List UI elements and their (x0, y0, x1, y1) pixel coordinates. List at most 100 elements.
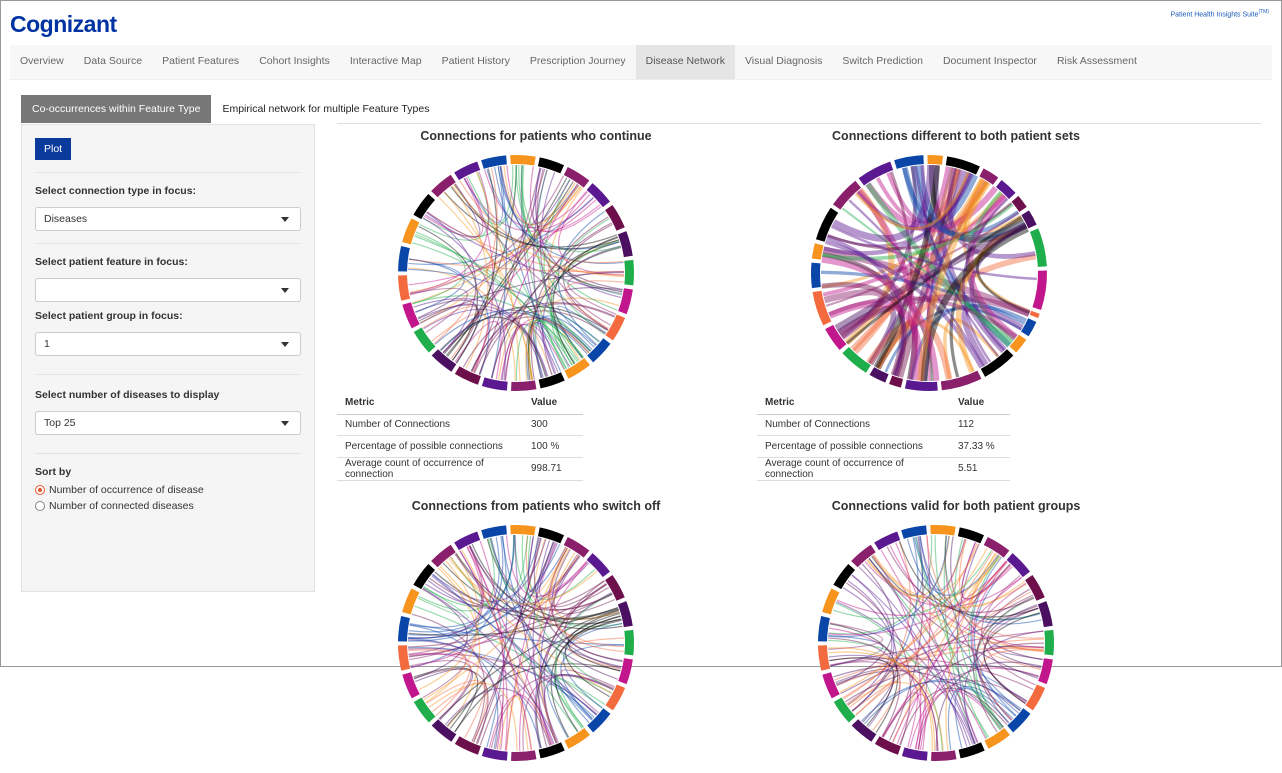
radio-unselected[interactable] (35, 501, 45, 511)
chord-link (427, 550, 483, 607)
chord-link (535, 315, 597, 378)
chord-link (518, 165, 618, 311)
chord-link (532, 321, 571, 379)
chord-link (408, 587, 609, 648)
sort-option-connected[interactable]: Number of connected diseases (35, 500, 301, 512)
chord-link (433, 167, 498, 344)
chord-link (822, 251, 905, 376)
chord-link (889, 171, 913, 377)
chord-link (985, 594, 1038, 623)
chord-link (928, 164, 1028, 243)
tab-co-occurrences[interactable]: Co-occurrences within Feature Type (21, 95, 212, 123)
patient-group-select[interactable]: 1 (35, 332, 301, 356)
chord-link (962, 197, 1009, 363)
chord-link (440, 312, 588, 355)
num-diseases-label: Select number of diseases to display (35, 389, 220, 401)
chord-link (424, 214, 623, 295)
chord-arc-segment (617, 601, 633, 628)
chord-link (533, 319, 583, 379)
nav-tab-overview[interactable]: Overview (20, 55, 64, 67)
metric-cell: Average count of occurrence of connectio… (757, 457, 950, 481)
header-metric: Metric (757, 392, 950, 415)
chord-link (412, 182, 576, 304)
table-header: Metric Value (757, 392, 1010, 415)
chord-link (558, 190, 624, 276)
chord-arc-segment (605, 684, 626, 711)
connection-type-select[interactable]: Diseases (35, 207, 301, 231)
nav-tab-switch-prediction[interactable]: Switch Prediction (842, 55, 923, 67)
chord-arc-segment (481, 747, 508, 761)
num-diseases-select[interactable]: Top 25 (35, 411, 301, 435)
chart-title-continue: Connections for patients who continue (420, 129, 652, 143)
metric-cell: Average count of occurrence of connectio… (337, 457, 523, 481)
radio-selected[interactable] (35, 485, 45, 495)
header-metric: Metric (337, 392, 523, 415)
chart-title-different: Connections different to both patient se… (832, 129, 1080, 143)
chord-arc-segment (958, 742, 985, 759)
chord-arc-segment (1044, 629, 1054, 656)
nav-tab-risk-assessment[interactable]: Risk Assessment (1056, 55, 1137, 67)
chord-arc-segment (815, 207, 839, 242)
chord-link (865, 182, 1012, 347)
chord-link (834, 222, 1028, 332)
chord-link (823, 172, 973, 256)
chord-link (846, 215, 1023, 345)
chord-link (536, 168, 611, 326)
chord-link (988, 647, 1044, 671)
chord-link (412, 295, 578, 363)
chord-arc-segment (842, 346, 871, 373)
chord-link (875, 320, 918, 380)
chord-link (567, 612, 621, 672)
patient-feature-label: Select patient feature in focus: (35, 256, 188, 268)
sort-option-occurrence[interactable]: Number of occurrence of disease (35, 484, 301, 496)
chord-arc-segment (811, 262, 821, 289)
nav-tab-visual-diagnosis[interactable]: Visual Diagnosis (744, 55, 823, 67)
metrics-table-different: Metric Value Number of Connections 112 Perce… (757, 392, 1010, 481)
chord-arc-segment (874, 531, 901, 551)
nav-tab-cohort-insights[interactable]: Cohort Insights (259, 55, 330, 67)
chord-link (920, 168, 957, 381)
chord-link (947, 167, 1036, 259)
chord-link (828, 535, 933, 635)
chord-link (409, 171, 490, 294)
nav-tab-interactive-map[interactable]: Interactive Map (349, 55, 422, 67)
chord-link (418, 225, 478, 361)
table-row: Percentage of possible connections 37.33 … (757, 435, 1010, 458)
chord-link (454, 553, 622, 668)
tab-empirical-network[interactable]: Empirical network for multiple Feature T… (222, 103, 430, 115)
chord-link (933, 165, 1006, 354)
chord-link (425, 562, 590, 610)
chord-link (910, 165, 979, 226)
chord-link (891, 180, 988, 376)
chord-diagram-continue (398, 155, 634, 391)
chord-link (871, 536, 924, 596)
chord-link (989, 645, 1044, 660)
patient-feature-select[interactable] (35, 278, 301, 302)
chord-link (514, 534, 623, 628)
chord-arc-segment (930, 525, 956, 536)
nav-tab-disease-network[interactable]: Disease Network (635, 45, 735, 79)
chord-link (865, 182, 998, 233)
nav-tab-prescription-journey[interactable]: Prescription Journey (529, 55, 626, 67)
chord-link (550, 218, 610, 366)
chord-arc-segment (413, 697, 436, 723)
table-row: Number of Connections 112 (757, 414, 1010, 436)
header-value: Value (523, 392, 583, 415)
chord-arc-segment (538, 372, 565, 389)
chord-link (478, 303, 615, 375)
chord-arc-segment (617, 231, 633, 258)
chord-link (848, 199, 985, 367)
chord-arc-segment (812, 290, 832, 326)
chord-link (899, 541, 1039, 618)
nav-tab-patient-features[interactable]: Patient Features (162, 55, 240, 67)
nav-tab-document-inspector[interactable]: Document Inspector (942, 55, 1037, 67)
nav-tab-data-source[interactable]: Data Source (83, 55, 143, 67)
chord-link (568, 241, 623, 293)
chord-link (837, 294, 1031, 337)
chord-arc-segment (510, 155, 536, 166)
chord-link (442, 305, 608, 354)
chord-link (824, 239, 984, 369)
plot-button[interactable]: Plot (35, 138, 72, 160)
chord-arc-segment (858, 161, 894, 186)
nav-tab-patient-history[interactable]: Patient History (441, 55, 510, 67)
